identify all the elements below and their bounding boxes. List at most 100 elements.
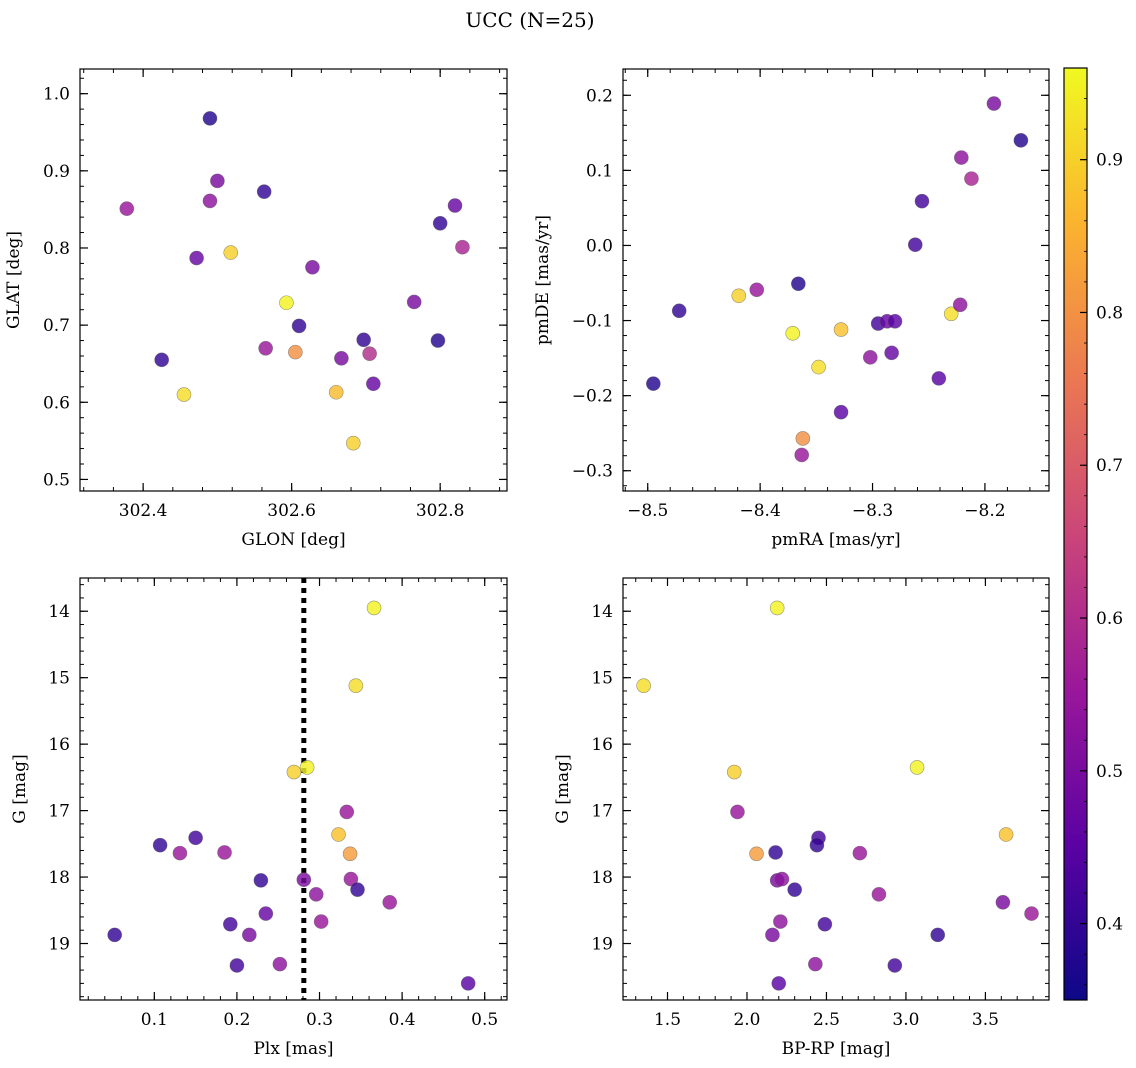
data-point	[258, 906, 274, 921]
y-tick-label: −0.1	[572, 312, 613, 332]
data-point	[852, 845, 868, 861]
data-point	[296, 872, 312, 888]
colorbar-tick-label: 0.8	[1096, 303, 1123, 323]
data-point	[256, 184, 272, 199]
data-point	[366, 376, 381, 392]
data-point	[366, 600, 382, 616]
x-tick-label: 302.6	[267, 501, 316, 521]
x-tick-label: −8.4	[739, 501, 780, 521]
y-tick-label: 19	[591, 935, 613, 955]
data-point	[345, 435, 361, 451]
plot-frame	[622, 577, 1050, 1001]
x-tick-label: 0.3	[306, 1010, 333, 1030]
data-point	[809, 837, 825, 853]
data-point	[328, 384, 344, 400]
data-point	[343, 871, 359, 887]
data-point	[887, 958, 903, 973]
y-tick-label: 18	[591, 868, 613, 888]
y-tick-label: 16	[48, 735, 70, 755]
data-point	[931, 371, 947, 386]
y-tick-label: 0.9	[43, 162, 70, 182]
glon-glat-panel: GLON [deg] GLAT [deg] 302.4 302.6 302.8 0.5…	[4, 68, 508, 550]
data-point	[871, 887, 887, 902]
y-tick-label: 19	[48, 935, 70, 955]
data-point	[774, 871, 790, 887]
colorbar-tick-label: 0.9	[1096, 151, 1123, 171]
data-point	[279, 295, 294, 311]
data-point	[765, 927, 780, 943]
data-point	[811, 359, 826, 375]
figure-title: UCC (N=25)	[465, 8, 594, 32]
x-tick-label: 3.5	[972, 1010, 999, 1030]
data-point	[188, 830, 203, 846]
y-tick-label: 15	[591, 669, 613, 689]
colorbar-tick-label: 0.7	[1096, 456, 1123, 476]
data-point	[286, 764, 302, 780]
y-tick-label: 0.5	[43, 470, 70, 490]
plx-g-panel: Plx [mas] G [mag] 0.1 0.2 0.3 0.4 0.5 14 15 16 1…	[10, 577, 508, 1059]
data-point	[808, 956, 823, 972]
x-tick-label: 0.1	[141, 1010, 168, 1030]
data-point	[242, 927, 257, 943]
data-point	[986, 96, 1002, 111]
plot-frame	[622, 68, 1050, 492]
data-point	[909, 760, 925, 775]
data-point	[943, 306, 959, 322]
data-point	[119, 201, 135, 216]
data-point	[223, 245, 239, 260]
x-axis-label: pmRA [mas/yr]	[771, 530, 900, 550]
data-point	[107, 927, 122, 943]
data-point	[176, 387, 192, 402]
x-axis-label: GLON [deg]	[241, 530, 345, 550]
data-point	[833, 322, 849, 337]
data-point	[305, 259, 320, 275]
data-point	[460, 976, 476, 991]
data-point	[914, 193, 930, 209]
data-point	[406, 294, 422, 310]
data-point	[342, 846, 358, 862]
data-point	[258, 340, 273, 356]
data-point	[930, 927, 946, 943]
data-point	[769, 600, 785, 616]
data-point	[288, 344, 303, 360]
data-point	[731, 288, 747, 304]
colorbar-frame	[1063, 67, 1088, 1001]
pmra-pmde-panel: pmRA [mas/yr] pmDE [mas/yr] −8.5 −8.4 −8.3…	[533, 68, 1050, 550]
data-point	[339, 804, 355, 820]
data-point	[794, 447, 810, 463]
data-point	[189, 250, 204, 266]
x-tick-label: −8.2	[964, 501, 1005, 521]
data-point	[299, 760, 315, 775]
y-tick-label: 0.6	[43, 393, 70, 413]
data-point	[348, 678, 364, 693]
data-point	[272, 956, 288, 972]
y-axis-label: G [mag]	[10, 754, 30, 823]
y-axis-label: G [mag]	[553, 754, 573, 823]
y-tick-label: −0.3	[572, 462, 613, 482]
y-tick-label: 0.2	[586, 86, 613, 106]
data-point	[771, 976, 787, 991]
data-point	[768, 845, 783, 860]
data-point	[791, 276, 806, 292]
colorbar-tick-label: 0.5	[1096, 762, 1123, 782]
data-point	[455, 239, 470, 255]
y-tick-label: 0.7	[43, 316, 70, 336]
y-tick-label: 0.0	[586, 236, 613, 256]
data-point	[730, 804, 745, 820]
data-point	[350, 882, 365, 897]
data-point	[291, 318, 307, 334]
data-point	[787, 882, 802, 897]
x-axis-label: BP-RP [mag]	[782, 1039, 891, 1059]
data-point	[817, 916, 833, 932]
colorbar-gradient	[1064, 68, 1087, 1000]
data-point	[887, 313, 903, 329]
data-point	[749, 282, 765, 298]
bprp-g-panel: BP-RP [mag] G [mag] 1.5 2.0 2.5 3.0 3.5 14 15 1…	[553, 577, 1050, 1059]
y-tick-label: 0.8	[43, 239, 70, 259]
data-point	[785, 326, 801, 341]
data-point	[862, 350, 878, 365]
data-point	[217, 845, 232, 860]
data-point	[952, 297, 968, 313]
y-tick-label: 14	[591, 602, 613, 622]
